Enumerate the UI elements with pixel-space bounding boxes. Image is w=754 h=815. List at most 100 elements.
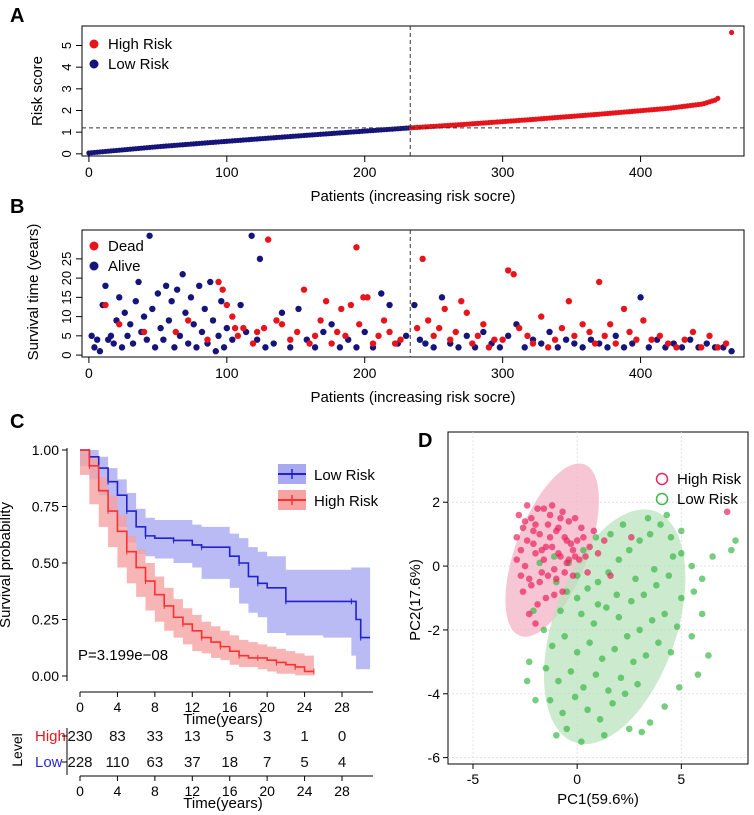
- high-risk-point: [728, 29, 735, 36]
- low-risk-pca-point: [580, 684, 587, 691]
- x-tick-label: 0: [76, 699, 84, 715]
- panel-a-legend-low: Low Risk: [108, 56, 169, 73]
- y-tick-label: 10: [59, 309, 74, 323]
- dead-point: [620, 305, 628, 313]
- low-risk-pca-point: [667, 648, 675, 656]
- x-tick-label: 24: [297, 699, 313, 715]
- alive-point: [645, 344, 653, 351]
- low-risk-pca-point: [617, 674, 625, 682]
- dead-point: [463, 309, 470, 316]
- panel-d: D -6 -4 -2 0 2 -5 0 5 PC2(17.6%) PC1(59.6%) Hi…: [407, 430, 749, 808]
- low-risk-pca-point: [655, 639, 662, 646]
- dead-point: [504, 267, 512, 274]
- alive-point: [182, 309, 189, 316]
- high-risk-pca-point: [530, 527, 537, 535]
- low-risk-pca-point: [561, 633, 568, 640]
- dead-point: [184, 317, 192, 324]
- low-risk-pca-point: [571, 693, 579, 701]
- risk-table-cell: 230: [67, 728, 92, 745]
- low-risk-ellipse: [543, 509, 686, 745]
- low-risk-pca-point: [709, 553, 716, 560]
- panel-b-label: B: [10, 196, 24, 218]
- high-risk-pca-point: [607, 572, 614, 579]
- alive-point: [237, 301, 244, 309]
- low-risk-pca-point: [657, 521, 664, 528]
- high-risk-pca-point: [532, 550, 539, 557]
- high-risk-pca-point: [565, 518, 573, 525]
- alive-point: [96, 348, 104, 355]
- dead-point: [397, 336, 404, 343]
- high-risk-point: [715, 95, 721, 101]
- high-risk-pca-point: [519, 524, 527, 532]
- low-risk-pca-point: [573, 648, 581, 656]
- dead-point: [172, 328, 179, 336]
- low-risk-pca-point: [619, 521, 627, 528]
- x-tick-label: 400: [629, 365, 653, 381]
- high-risk-pca-point: [521, 562, 529, 570]
- alive-point: [612, 332, 619, 340]
- high-risk-pca-point: [542, 594, 550, 602]
- low-risk-pca-point: [623, 633, 631, 640]
- high-risk-pca-point: [519, 588, 527, 595]
- y-tick-label: 25: [59, 252, 74, 266]
- alive-point: [562, 336, 570, 343]
- dead-point: [510, 271, 517, 278]
- panel-b-legend-alive-marker: [89, 261, 99, 271]
- panel-c-pvalue: P=3.199e−08: [78, 647, 168, 664]
- high-risk-pca-point: [536, 578, 543, 586]
- dead-point: [607, 321, 614, 328]
- dead-point: [311, 332, 319, 340]
- dead-point: [529, 340, 537, 347]
- x-tick-label: -5: [467, 771, 480, 787]
- low-risk-pca-point: [615, 556, 623, 563]
- alive-point: [678, 344, 686, 351]
- dead-point: [215, 278, 222, 286]
- alive-point: [129, 340, 137, 347]
- alive-point: [190, 321, 197, 328]
- low-risk-pca-point: [578, 610, 585, 618]
- high-risk-pca-point: [534, 601, 541, 608]
- x-tick-label: 400: [629, 164, 653, 180]
- alive-point: [116, 294, 123, 301]
- low-risk-pca-point: [621, 690, 629, 698]
- alive-point: [587, 336, 595, 343]
- panel-c-x-axis: 0 4 8 12 16 20 24 28: [76, 692, 350, 715]
- low-risk-pca-point: [580, 546, 587, 554]
- alive-point: [311, 344, 319, 351]
- dead-point: [234, 332, 242, 340]
- dead-point: [386, 328, 393, 336]
- x-tick-label: 4: [114, 783, 122, 799]
- high-risk-pca-point: [546, 534, 554, 541]
- dead-point: [240, 324, 247, 332]
- panel-a-legend-high-marker: [89, 39, 99, 49]
- low-risk-pca-point: [609, 700, 616, 707]
- risk-table-cell: 33: [147, 728, 164, 745]
- alive-point: [127, 321, 134, 328]
- high-risk-pca-point: [525, 575, 533, 583]
- high-risk-pca-point: [571, 553, 579, 560]
- panel-a-label: A: [10, 5, 24, 27]
- dead-point: [364, 294, 371, 301]
- panel-d-legend-low-marker: [655, 492, 669, 506]
- high-risk-pca-point: [544, 572, 552, 579]
- alive-point: [168, 297, 175, 305]
- dead-point: [544, 344, 552, 351]
- high-risk-pca-point: [571, 514, 579, 522]
- risk-table-cell: 228: [67, 754, 92, 771]
- high-risk-pca-point: [578, 524, 585, 532]
- alive-point: [107, 332, 115, 340]
- panel-d-y-label: PC2(17.6%): [407, 559, 424, 641]
- alive-point: [229, 336, 236, 343]
- x-tick-label: 300: [491, 365, 515, 381]
- risk-table-y-label: Level: [9, 733, 25, 766]
- x-tick-label: 28: [334, 699, 350, 715]
- dead-point: [689, 328, 697, 336]
- high-risk-pca-point: [538, 546, 546, 554]
- low-risk-survival-curve: [80, 449, 371, 639]
- low-risk-pca-point: [523, 677, 531, 685]
- alive-point: [207, 278, 214, 286]
- dead-point: [300, 286, 308, 293]
- x-tick-label: 20: [259, 783, 275, 799]
- low-risk-pca-point: [628, 597, 635, 605]
- dead-point: [419, 255, 426, 263]
